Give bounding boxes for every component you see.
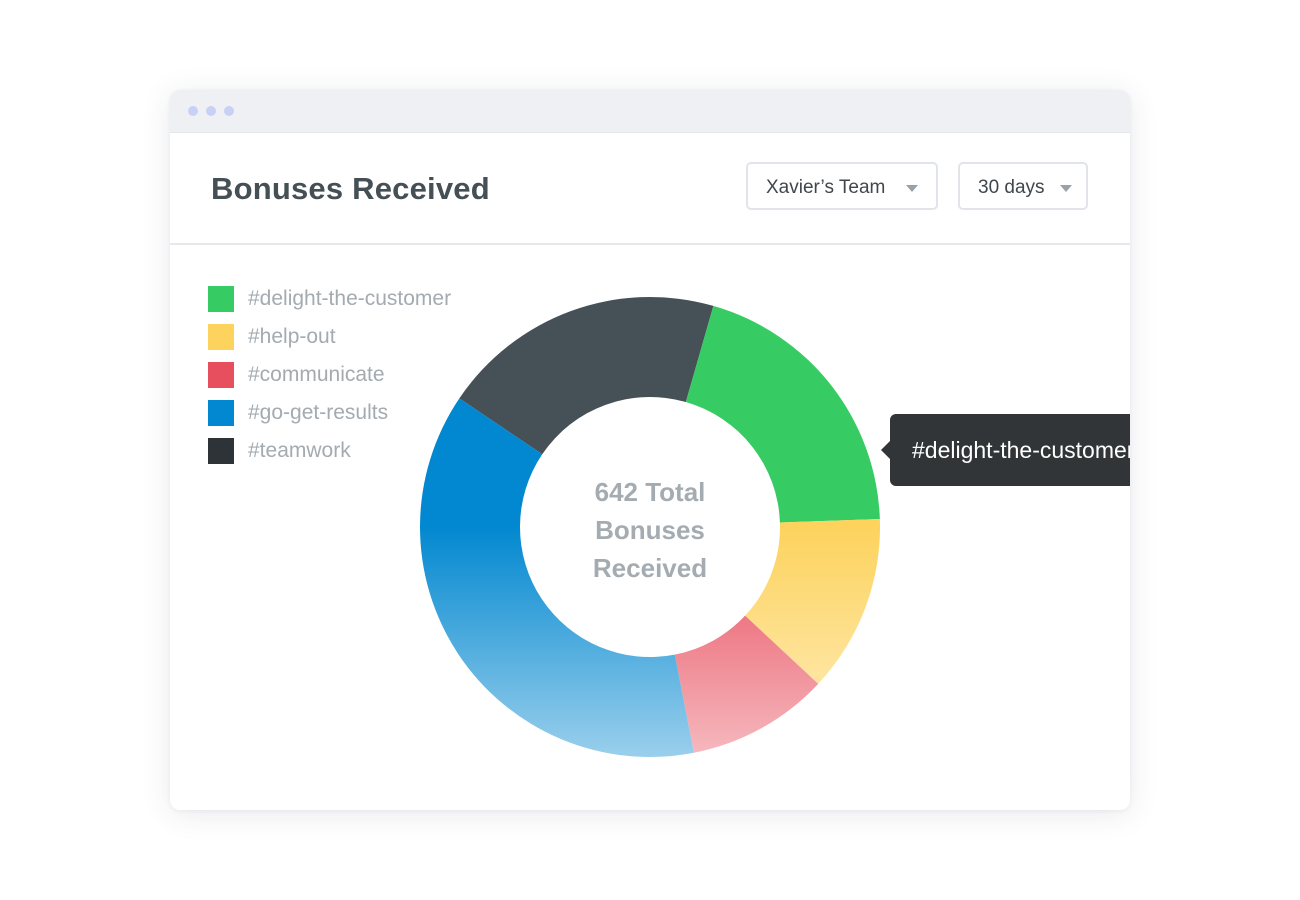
caret-down-icon [906,185,918,192]
tooltip-arrow-icon [881,441,890,459]
window-titlebar [170,90,1130,133]
total-bonuses-line: Bonuses [595,515,705,545]
legend-item: #communicate [208,362,508,388]
total-bonuses-line: 642 Total [594,477,706,507]
legend-swatch [208,286,234,312]
donut-chart [420,297,880,757]
donut-center-label: 642 Total Bonuses Received [560,473,740,587]
legend-label: #teamwork [248,439,351,462]
total-bonuses-line: Received [592,553,708,583]
dashboard-window: Bonuses Received Xavier’s Team 30 days #… [170,90,1130,810]
tooltip-label: #delight-the-customer [912,437,1130,463]
donut-slice-go-get-results[interactable] [420,398,694,757]
window-dot-icon [188,106,198,116]
legend-item: #teamwork [208,438,508,464]
window-dot-icon [224,106,234,116]
team-select-value: Xavier’s Team [766,177,886,198]
legend-item: #help-out [208,324,508,350]
legend-label: #go-get-results [248,401,389,424]
donut-slice-delight-the-customer[interactable] [685,305,880,523]
card-header: Bonuses Received Xavier’s Team 30 days [170,133,1130,245]
legend-label: #communicate [248,363,385,386]
legend-item: #delight-the-customer [208,286,508,312]
donut-slice-teamwork[interactable] [459,297,714,455]
date-range-select[interactable]: 30 days [958,162,1088,210]
donut-slice-communicate[interactable] [674,615,819,753]
legend-label: #delight-the-customer [248,287,452,310]
legend-swatch [208,324,234,350]
date-range-select-value: 30 days [978,177,1045,198]
donut-slice-help-out[interactable] [745,518,880,684]
legend-swatch [208,362,234,388]
team-select[interactable]: Xavier’s Team [746,162,938,210]
window-dot-icon [206,106,216,116]
page-title: Bonuses Received [211,171,490,206]
legend-swatch [208,438,234,464]
legend-label: #help-out [248,325,336,348]
caret-down-icon [1060,185,1072,192]
legend-item: #go-get-results [208,400,508,426]
slice-tooltip: #delight-the-customer [881,414,1130,486]
legend-swatch [208,400,234,426]
